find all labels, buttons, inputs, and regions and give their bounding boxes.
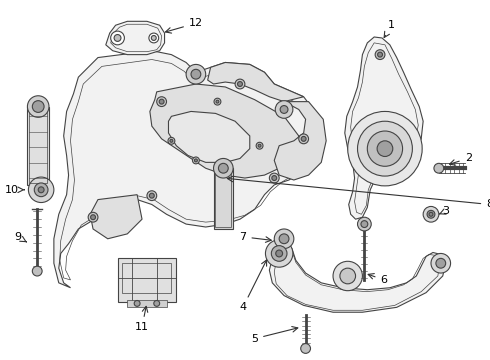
Circle shape — [27, 96, 49, 117]
Circle shape — [32, 266, 42, 276]
Text: 10: 10 — [5, 185, 24, 195]
Circle shape — [149, 33, 159, 43]
Circle shape — [151, 36, 156, 40]
Circle shape — [193, 157, 199, 164]
Bar — [27, 107, 49, 185]
Circle shape — [378, 52, 383, 57]
Polygon shape — [208, 62, 304, 102]
Bar — [216, 170, 231, 227]
Circle shape — [147, 191, 157, 201]
Text: 4: 4 — [239, 260, 267, 312]
Circle shape — [301, 136, 306, 141]
Circle shape — [216, 100, 219, 103]
Circle shape — [88, 212, 98, 222]
Bar — [29, 108, 47, 183]
Polygon shape — [150, 84, 299, 178]
Circle shape — [368, 131, 403, 166]
Polygon shape — [345, 37, 423, 219]
Circle shape — [195, 159, 197, 162]
Circle shape — [301, 343, 311, 354]
Polygon shape — [90, 195, 142, 239]
Text: 7: 7 — [239, 232, 271, 242]
Circle shape — [149, 193, 154, 198]
Text: 9: 9 — [14, 232, 26, 242]
Circle shape — [280, 105, 288, 113]
Circle shape — [279, 234, 289, 244]
Text: 8: 8 — [227, 176, 490, 210]
Text: 5: 5 — [251, 327, 298, 344]
Polygon shape — [106, 21, 165, 55]
Text: 6: 6 — [368, 274, 388, 285]
Text: 1: 1 — [384, 20, 395, 37]
Circle shape — [28, 177, 54, 203]
Circle shape — [168, 138, 175, 144]
Circle shape — [159, 99, 164, 104]
Circle shape — [340, 268, 356, 284]
Circle shape — [34, 183, 48, 197]
Circle shape — [154, 301, 160, 306]
Text: 2: 2 — [449, 153, 472, 165]
Circle shape — [377, 141, 393, 157]
Circle shape — [258, 144, 261, 147]
Bar — [118, 258, 176, 302]
Circle shape — [299, 134, 309, 144]
Polygon shape — [54, 51, 323, 288]
Circle shape — [114, 35, 121, 41]
Circle shape — [272, 176, 277, 180]
Bar — [122, 263, 172, 293]
Circle shape — [266, 240, 293, 267]
Bar — [127, 300, 167, 307]
Circle shape — [423, 206, 439, 222]
Circle shape — [274, 229, 294, 248]
Circle shape — [358, 217, 371, 231]
Circle shape — [436, 258, 446, 268]
Circle shape — [186, 64, 206, 84]
Circle shape — [333, 261, 363, 291]
Circle shape — [238, 82, 243, 86]
Circle shape — [219, 163, 228, 173]
Circle shape — [431, 253, 451, 273]
Circle shape — [434, 163, 444, 173]
Circle shape — [270, 173, 279, 183]
Text: 12: 12 — [166, 18, 203, 33]
Circle shape — [32, 101, 44, 112]
Circle shape — [214, 98, 221, 105]
Circle shape — [375, 50, 385, 59]
Circle shape — [157, 97, 167, 107]
Circle shape — [191, 69, 201, 79]
Polygon shape — [169, 112, 250, 162]
Text: 3: 3 — [440, 206, 449, 216]
Circle shape — [271, 246, 287, 261]
Polygon shape — [274, 102, 326, 180]
Circle shape — [134, 301, 140, 306]
Circle shape — [170, 139, 173, 142]
Circle shape — [111, 31, 124, 45]
Circle shape — [276, 250, 283, 257]
Circle shape — [214, 158, 233, 178]
Circle shape — [427, 210, 435, 218]
Circle shape — [235, 79, 245, 89]
Circle shape — [348, 112, 422, 186]
Circle shape — [256, 142, 263, 149]
Circle shape — [361, 221, 368, 228]
Circle shape — [38, 187, 44, 193]
Circle shape — [429, 212, 433, 216]
Text: 11: 11 — [135, 306, 149, 332]
Polygon shape — [270, 244, 446, 312]
Circle shape — [358, 121, 413, 176]
Bar — [214, 168, 233, 229]
Circle shape — [91, 215, 96, 220]
Circle shape — [275, 101, 293, 118]
